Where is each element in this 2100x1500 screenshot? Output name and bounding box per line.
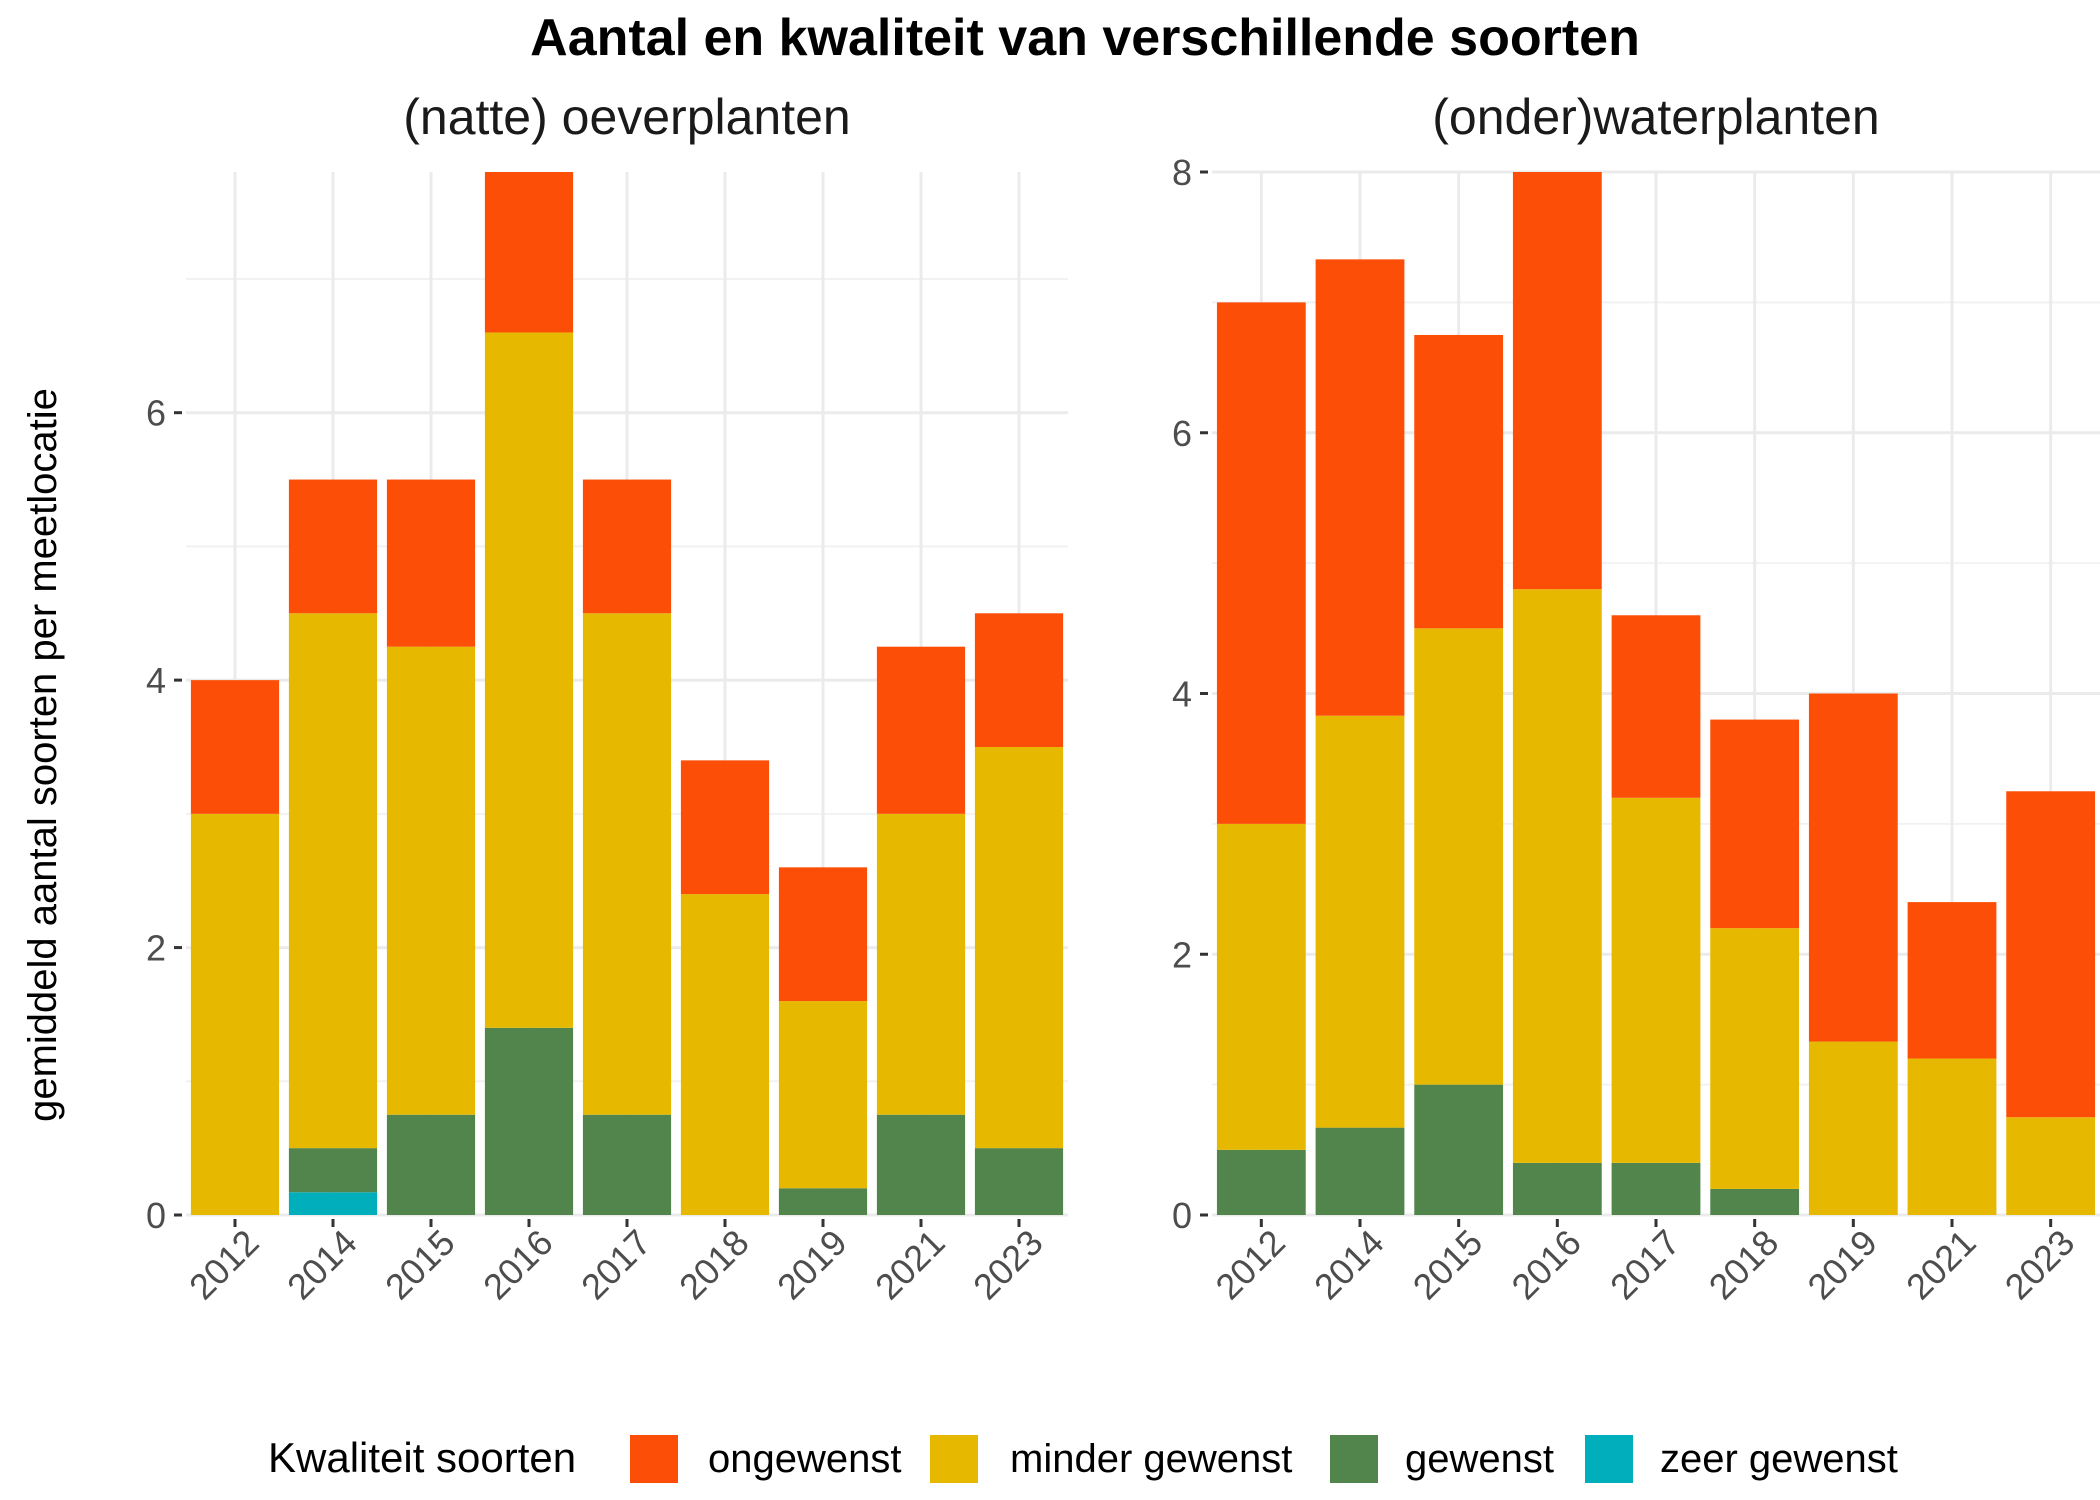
panel-onderwaterplanten: 0 2 4 6 8 2012 2014 2015 2016 2017 2018 2019 2021 202… [1172, 89, 2100, 1307]
bar-segment-minder-gewenst-2023 [974, 746, 1064, 1149]
x-tick-label: 2023 [1997, 1222, 2083, 1308]
x-tick-label: 2019 [769, 1222, 855, 1308]
y-tick-label: 4 [1172, 674, 1192, 715]
bar-segment-gewenst-2015 [1414, 1084, 1504, 1215]
panel-subtitle: (onder)waterplanten [1432, 89, 1880, 145]
x-tick-label: 2023 [965, 1222, 1051, 1308]
bar-segment-gewenst-2017 [1611, 1162, 1701, 1215]
bar-segment-minder-gewenst-2017 [1611, 797, 1701, 1163]
bar-segment-ongewenst-2015 [386, 479, 476, 647]
x-tick-label: 2014 [1306, 1222, 1392, 1308]
x-tick-label: 2015 [377, 1222, 463, 1308]
panel-natte-oeverplanten: 0 2 4 6 2012 2014 2015 2016 2017 2018 2019 2021 2023… [146, 89, 1068, 1307]
bar-segment-minder-gewenst-2014 [288, 613, 378, 1149]
bar-segment-minder-gewenst-2018 [680, 894, 770, 1215]
bar-segment-ongewenst-2018 [1710, 719, 1800, 929]
bar-segment-gewenst-2019 [778, 1188, 868, 1215]
legend-label-zeer-gewenst: zeer gewenst [1660, 1437, 1898, 1481]
bar-segment-ongewenst-2021 [1907, 902, 1997, 1059]
x-tick-label: 2017 [573, 1222, 659, 1308]
y-tick-label: 4 [146, 660, 166, 701]
x-tick-label: 2018 [1701, 1222, 1787, 1308]
bar-segment-gewenst-2016 [484, 1027, 574, 1215]
bar-segment-ongewenst-2017 [1611, 615, 1701, 798]
bar-segment-minder-gewenst-2021 [1907, 1058, 1997, 1215]
bar-segment-minder-gewenst-2016 [1512, 589, 1602, 1163]
bar-segment-gewenst-2014 [1315, 1127, 1405, 1215]
x-tick-label: 2021 [867, 1222, 953, 1308]
legend-label-gewenst: gewenst [1405, 1437, 1554, 1481]
bar-segment-ongewenst-2019 [1808, 693, 1898, 1042]
y-axis-label: gemiddeld aantal soorten per meetlocatie [21, 388, 65, 1122]
bar-segment-gewenst-2012 [1216, 1149, 1306, 1215]
bar-segment-gewenst-2015 [386, 1114, 476, 1215]
x-tick-label: 2014 [279, 1222, 365, 1308]
chart-title: Aantal en kwaliteit van verschillende so… [530, 9, 1640, 67]
legend-label-minder-gewenst: minder gewenst [1010, 1437, 1292, 1481]
bar-segment-ongewenst-2023 [974, 613, 1064, 747]
x-tick-label: 2018 [671, 1222, 757, 1308]
y-tick-label: 0 [146, 1195, 166, 1236]
legend-key-ongewenst [630, 1435, 678, 1483]
bar-segment-gewenst-2016 [1512, 1162, 1602, 1215]
bar-segment-minder-gewenst-2016 [484, 332, 574, 1028]
bar-segment-ongewenst-2014 [1315, 259, 1405, 716]
bar-segment-gewenst-2021 [876, 1114, 966, 1215]
x-tick-label: 2012 [1207, 1222, 1293, 1308]
bar-segment-ongewenst-2021 [876, 646, 966, 814]
bar-segment-minder-gewenst-2021 [876, 813, 966, 1115]
bar-segment-ongewenst-2014 [288, 479, 378, 614]
bar-segment-minder-gewenst-2017 [582, 613, 672, 1115]
x-tick-label: 2019 [1799, 1222, 1885, 1308]
legend-key-gewenst [1330, 1435, 1378, 1483]
bar-segment-gewenst-2017 [582, 1114, 672, 1215]
bar-segment-ongewenst-2016 [1512, 172, 1602, 590]
bar-segment-minder-gewenst-2015 [386, 646, 476, 1115]
bar-segment-minder-gewenst-2012 [1216, 823, 1306, 1150]
bar-segment-ongewenst-2017 [582, 479, 672, 614]
legend-label-ongewenst: ongewenst [708, 1437, 901, 1481]
x-tick-label: 2021 [1898, 1222, 1984, 1308]
bar-segment-minder-gewenst-2014 [1315, 715, 1405, 1128]
y-tick-label: 6 [1172, 413, 1192, 454]
bar-segment-gewenst-2023 [974, 1148, 1064, 1215]
legend-key-minder-gewenst [930, 1435, 978, 1483]
y-tick-label: 8 [1172, 152, 1192, 193]
x-tick-label: 2015 [1405, 1222, 1491, 1308]
bar-segment-ongewenst-2019 [778, 867, 868, 1002]
bar-segment-minder-gewenst-2019 [778, 1001, 868, 1189]
bar-segment-ongewenst-2018 [680, 760, 770, 895]
legend: Kwaliteit soorten ongewenst minder gewens… [268, 1434, 1898, 1483]
bar-segment-gewenst-2014 [288, 1148, 378, 1193]
bar-segment-ongewenst-2015 [1414, 334, 1504, 629]
y-tick-label: 0 [1172, 1195, 1192, 1236]
y-tick-label: 2 [1172, 934, 1192, 975]
panel-subtitle: (natte) oeverplanten [403, 89, 851, 145]
bar-segment-minder-gewenst-2023 [2006, 1117, 2096, 1215]
x-tick-label: 2016 [1503, 1222, 1589, 1308]
y-tick-label: 2 [146, 928, 166, 969]
legend-key-zeer-gewenst [1585, 1435, 1633, 1483]
bar-segment-ongewenst-2016 [484, 172, 574, 333]
bar-segment-ongewenst-2023 [2006, 791, 2096, 1118]
x-tick-label: 2017 [1602, 1222, 1688, 1308]
bar-segment-zeer-gewenst-2014 [288, 1192, 378, 1215]
bar-segment-minder-gewenst-2018 [1710, 928, 1800, 1189]
legend-title: Kwaliteit soorten [268, 1434, 576, 1481]
y-tick-label: 6 [146, 393, 166, 434]
bar-segment-minder-gewenst-2019 [1808, 1041, 1898, 1215]
bar-segment-ongewenst-2012 [1216, 302, 1306, 824]
x-tick-label: 2012 [181, 1222, 267, 1308]
x-tick-label: 2016 [475, 1222, 561, 1308]
bar-segment-gewenst-2018 [1710, 1188, 1800, 1215]
bar-segment-minder-gewenst-2012 [190, 813, 280, 1215]
bar-segment-ongewenst-2012 [190, 680, 280, 814]
bar-segment-minder-gewenst-2015 [1414, 628, 1504, 1085]
